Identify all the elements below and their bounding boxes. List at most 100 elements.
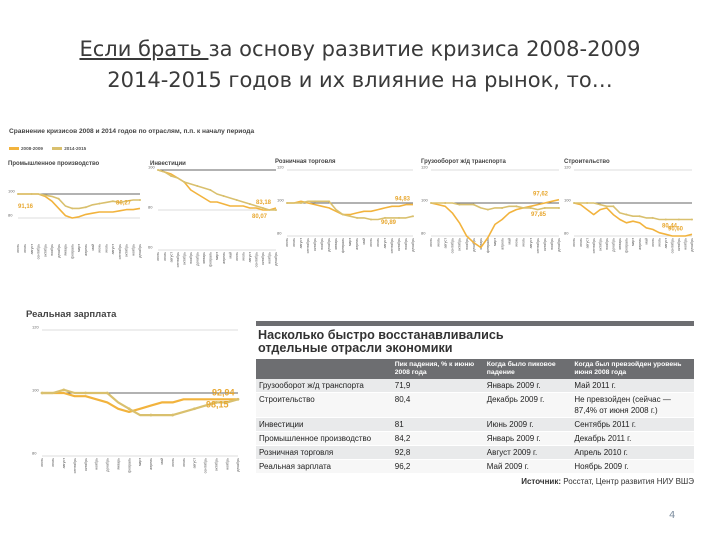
data-point xyxy=(105,391,109,395)
x-tick-label: июнь xyxy=(40,458,44,467)
data-point xyxy=(529,206,532,209)
x-tick-label: февраль xyxy=(625,238,629,253)
x-tick-label: сентябрь xyxy=(592,238,596,253)
data-label: 97,62 xyxy=(533,192,549,198)
x-tick-label: август xyxy=(62,458,66,469)
data-point xyxy=(261,207,264,209)
x-tick-label: июнь xyxy=(515,238,519,247)
x-tick-label: сентябрь xyxy=(73,458,77,473)
y-tick-label: 120 xyxy=(421,165,428,170)
x-tick-label: сентябрь xyxy=(536,238,540,253)
x-tick-label: июль xyxy=(104,244,108,253)
x-tick-label: февраль xyxy=(486,238,490,253)
data-point xyxy=(458,203,461,206)
table-title-line2: отдельные отрасли экономики xyxy=(258,341,453,355)
data-point xyxy=(612,205,615,208)
table-cell: Строительство xyxy=(256,392,392,418)
x-tick-label: ноябрь xyxy=(684,238,688,250)
y-tick-label: 120 xyxy=(564,165,571,170)
data-point xyxy=(214,401,218,404)
y-tick-label: 80 xyxy=(32,451,37,456)
series-line-2014 xyxy=(42,388,239,417)
x-tick-label: июнь xyxy=(98,244,102,253)
data-point xyxy=(84,206,87,209)
data-point xyxy=(472,203,475,206)
x-tick-label: июль xyxy=(579,238,583,247)
x-tick-label: ноябрь xyxy=(50,244,54,256)
chart-title: Грузооборот ж/д транспорта xyxy=(421,158,506,165)
x-tick-label: апрель xyxy=(355,238,359,250)
y-tick-label: 80 xyxy=(421,231,426,236)
x-tick-label: март xyxy=(631,238,635,246)
data-point xyxy=(558,206,560,209)
x-tick-label: январь xyxy=(334,238,338,250)
data-point xyxy=(430,202,432,204)
x-tick-label: май xyxy=(160,458,164,464)
x-tick-label: ноябрь xyxy=(320,238,324,250)
y-tick-label: 100 xyxy=(421,198,428,203)
x-tick-label: апрель xyxy=(84,244,88,256)
x-tick-label: февраль xyxy=(70,244,74,259)
data-point xyxy=(209,189,212,191)
x-tick-label: декабрь xyxy=(274,252,278,266)
x-tick-label: сентябрь xyxy=(390,238,394,253)
x-tick-label: август xyxy=(111,244,115,255)
table-cell: Не превзойден (сейчас — 87,4% от июня 20… xyxy=(571,392,694,418)
recovery-table-block: Насколько быстро восстанавливались отдел… xyxy=(256,321,694,486)
table-cell: Реальная зарплата xyxy=(256,459,392,474)
table-row: Розничная торговля 92,8 Август 2009 г. А… xyxy=(256,445,694,460)
x-tick-label: декабрь xyxy=(690,238,694,252)
data-point xyxy=(691,218,693,221)
x-tick-label: октябрь xyxy=(182,252,186,265)
y-tick-label: 100 xyxy=(32,388,39,393)
x-tick-label: октябрь xyxy=(125,244,129,257)
data-point xyxy=(183,181,186,183)
x-tick-label: декабрь xyxy=(106,458,110,472)
x-tick-label: январь xyxy=(202,252,206,264)
data-point xyxy=(235,199,238,201)
data-point xyxy=(444,202,447,204)
data-point xyxy=(111,200,114,203)
x-tick-label: январь xyxy=(116,458,120,470)
x-tick-label: декабрь xyxy=(472,238,476,252)
x-tick-label: декабрь xyxy=(327,238,331,252)
data-point xyxy=(543,206,546,209)
x-tick-label: ноябрь xyxy=(189,252,193,264)
table-row: Грузооборот ж/д транспорта 71,9 Январь 2… xyxy=(256,379,694,393)
y-tick-label: 100 xyxy=(148,165,155,170)
data-point xyxy=(275,209,277,211)
x-tick-label: июнь xyxy=(235,252,239,261)
x-tick-label: сентябрь xyxy=(306,238,310,253)
data-point xyxy=(638,215,641,218)
x-tick-label: октябрь xyxy=(214,458,218,471)
x-tick-label: январь xyxy=(64,244,68,256)
x-tick-label: май xyxy=(228,252,232,258)
x-tick-label: сентябрь xyxy=(671,238,675,253)
data-label: 91,16 xyxy=(18,204,34,210)
data-point xyxy=(236,397,240,401)
x-tick-label: сентябрь xyxy=(204,458,208,473)
data-point xyxy=(222,195,225,197)
x-tick-label: май xyxy=(91,244,95,250)
data-point xyxy=(139,199,141,201)
x-tick-label: декабрь xyxy=(411,238,415,252)
data-point xyxy=(599,203,602,206)
data-label: 97,85 xyxy=(531,212,547,218)
x-tick-label: ноябрь xyxy=(465,238,469,250)
data-label: 98,15 xyxy=(206,399,229,409)
y-tick-label: 80 xyxy=(277,231,282,236)
x-tick-label: октябрь xyxy=(84,458,88,471)
source-label: Источник: xyxy=(521,477,561,486)
data-point xyxy=(98,202,101,205)
data-point xyxy=(515,205,518,208)
x-tick-label: август xyxy=(299,238,303,249)
table-cell: 84,2 xyxy=(391,431,484,446)
legend: 2008-2009 2014-2015 xyxy=(9,146,94,151)
chart-title: Промышленное производство xyxy=(8,161,100,167)
table-cell: 80,4 xyxy=(391,392,484,418)
data-label: 92,94 xyxy=(212,387,235,397)
table-cell: 96,2 xyxy=(391,459,484,474)
data-point xyxy=(157,169,159,171)
data-point xyxy=(171,413,175,417)
